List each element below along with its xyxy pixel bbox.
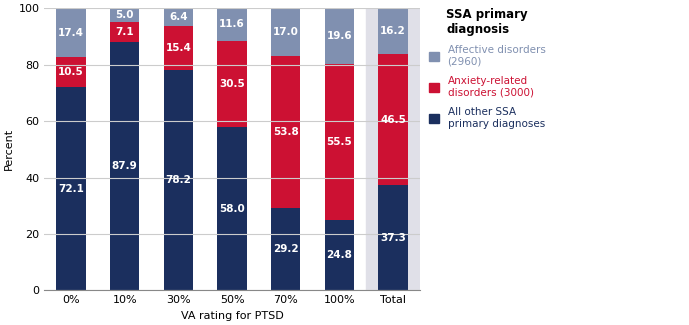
Text: 15.4: 15.4 [165,43,192,53]
Text: 37.3: 37.3 [380,233,406,243]
Text: 7.1: 7.1 [115,27,134,37]
Bar [325,8,354,64]
Text: 6.4: 6.4 [169,12,187,22]
Text: 11.6: 11.6 [219,19,245,29]
Bar [217,41,247,127]
Bar [110,42,139,291]
Bar [56,57,86,87]
Text: 10.5: 10.5 [58,67,84,77]
Bar [378,8,408,54]
Text: 58.0: 58.0 [219,203,245,214]
Bar [271,56,300,208]
Text: 55.5: 55.5 [327,137,352,147]
Text: 53.8: 53.8 [273,127,298,137]
Bar [378,185,408,291]
Text: 16.2: 16.2 [380,26,406,36]
Text: 17.0: 17.0 [273,27,298,37]
Text: 19.6: 19.6 [327,31,352,41]
Text: 78.2: 78.2 [165,175,192,185]
Bar [217,127,247,291]
Text: 17.4: 17.4 [58,28,84,38]
Bar [56,8,86,57]
Bar [110,8,139,22]
Legend: Affective disorders
(2960), Anxiety-related
disorders (3000), All other SSA
prim: Affective disorders (2960), Anxiety-rela… [429,8,546,129]
Bar [366,8,420,291]
Bar [56,87,86,291]
Text: 87.9: 87.9 [112,162,138,171]
Y-axis label: Percent: Percent [4,128,14,170]
Bar [325,220,354,291]
X-axis label: VA rating for PTSD: VA rating for PTSD [181,311,283,321]
Text: 72.1: 72.1 [58,184,84,194]
Bar [110,22,139,42]
Bar [271,8,300,56]
Text: 5.0: 5.0 [116,10,134,20]
Bar [163,26,193,70]
Text: 24.8: 24.8 [327,251,352,260]
Bar [271,208,300,291]
Bar [217,8,247,41]
Bar [378,54,408,185]
Bar [325,64,354,220]
Text: 29.2: 29.2 [273,244,298,254]
Text: 30.5: 30.5 [219,79,245,89]
Text: 46.5: 46.5 [380,114,406,124]
Bar [163,70,193,291]
Bar [163,8,193,26]
